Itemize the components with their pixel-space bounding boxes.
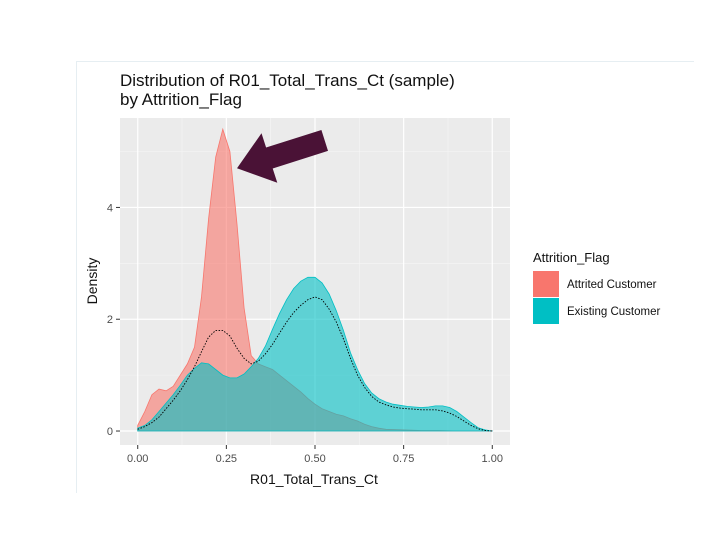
y-tick-label: 0	[107, 426, 113, 438]
x-tick-label: 0.75	[393, 453, 414, 465]
legend-label-existing: Existing Customer	[567, 306, 660, 318]
screenshot-frame-left	[76, 61, 77, 493]
annotation-layer	[237, 130, 328, 183]
overall-density-line	[137, 296, 493, 432]
chart-title-line1: Distribution of R01_Total_Trans_Ct (samp…	[120, 71, 455, 90]
y-axis-title: Density	[84, 258, 100, 305]
y-axis: 0 2 4	[107, 202, 120, 438]
legend: Attrition_Flag Attrited Customer Existin…	[533, 250, 660, 324]
x-tick-label: 0.00	[127, 453, 148, 465]
legend-key-attrited	[533, 271, 559, 297]
legend-title: Attrition_Flag	[533, 250, 610, 265]
overall-density	[137, 296, 493, 432]
density-area-existing	[137, 276, 494, 432]
legend-key-existing	[533, 298, 559, 324]
x-tick-label: 0.50	[304, 453, 325, 465]
annotation-arrow	[237, 130, 328, 183]
chart-title-line2: by Attrition_Flag	[120, 90, 242, 109]
y-tick-label: 4	[107, 202, 113, 214]
x-axis: 0.00 0.25 0.50 0.75 1.00	[127, 445, 503, 465]
density-areas	[137, 127, 494, 432]
x-axis-title: R01_Total_Trans_Ct	[250, 471, 378, 487]
legend-label-attrited: Attrited Customer	[567, 279, 657, 291]
screenshot-frame-top	[76, 61, 694, 62]
x-tick-label: 0.25	[216, 453, 237, 465]
y-tick-label: 2	[107, 314, 113, 326]
x-tick-label: 1.00	[482, 453, 503, 465]
